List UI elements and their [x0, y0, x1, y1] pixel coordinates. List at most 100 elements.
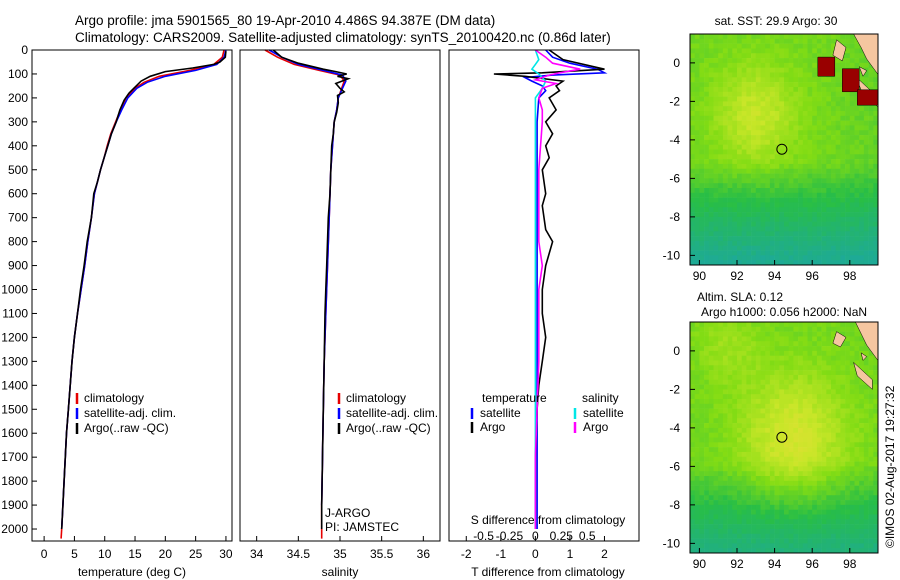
map-cell — [704, 125, 710, 131]
map-cell — [732, 533, 738, 539]
map-cell — [807, 202, 813, 208]
map-cell — [849, 466, 855, 472]
map-cell — [845, 461, 851, 467]
map-cell — [863, 207, 869, 213]
map-cell — [798, 476, 804, 482]
map-cell — [835, 509, 841, 515]
map-cell — [845, 125, 851, 131]
map-cell — [727, 471, 733, 477]
map-cell — [690, 168, 695, 174]
map-cell — [708, 346, 714, 352]
map-cell — [788, 240, 794, 247]
map-cell — [760, 163, 766, 170]
map-cell — [769, 538, 775, 544]
map-cell — [746, 168, 752, 174]
map-cell — [802, 48, 808, 54]
map-cell — [741, 331, 747, 337]
map-cell — [840, 149, 846, 155]
map-cell — [826, 548, 832, 554]
series-line-p-sal-1 — [268, 49, 347, 506]
map-cell — [713, 331, 719, 337]
map-cell — [713, 528, 719, 535]
map-cell — [765, 111, 771, 117]
map-cell — [859, 159, 865, 165]
map-cell — [722, 82, 728, 88]
map-cell — [779, 168, 785, 174]
map-cell — [732, 149, 738, 155]
map-cell — [868, 236, 874, 242]
map-cell — [831, 476, 836, 482]
map-cell — [812, 106, 818, 112]
map-cell — [788, 355, 794, 361]
map-cell — [816, 139, 822, 145]
map-cell — [807, 62, 813, 68]
map-cell — [769, 485, 775, 491]
map-cell — [760, 418, 766, 424]
map-cell — [868, 427, 874, 433]
map-cell — [704, 399, 710, 405]
map-cell — [737, 365, 742, 371]
map-cell — [845, 331, 851, 337]
map-cell — [816, 350, 822, 356]
map-cell — [835, 437, 841, 443]
map-cell — [760, 471, 766, 477]
map-cell — [727, 62, 733, 68]
map-cell — [708, 447, 714, 453]
map-cell — [798, 466, 804, 472]
map-cell — [699, 240, 705, 247]
map-cell — [849, 178, 855, 184]
map-cell — [704, 394, 710, 400]
map-cell — [807, 365, 813, 371]
x-tick-label: 34 — [250, 547, 264, 561]
map-cell — [741, 480, 747, 486]
map-cell — [718, 202, 724, 208]
map-cell — [802, 207, 808, 213]
map-cell — [859, 514, 865, 520]
map-cell — [760, 336, 766, 342]
map-cell — [788, 399, 794, 405]
map-cell — [746, 490, 752, 496]
map-cell — [788, 236, 794, 242]
map-cell — [713, 504, 719, 510]
map-cell — [751, 341, 757, 347]
map-cell — [690, 43, 695, 49]
map-cell — [854, 154, 860, 160]
map-cell — [859, 125, 865, 131]
map-cell — [784, 139, 789, 145]
map-cell — [732, 437, 738, 443]
map-cell — [690, 197, 695, 203]
map-cell — [868, 524, 874, 530]
map-cell — [737, 519, 742, 525]
map-cell — [722, 427, 728, 433]
map-cell — [784, 48, 789, 54]
map-cell — [849, 490, 855, 496]
map-cell — [699, 331, 705, 337]
map-cell — [732, 207, 738, 213]
map-cell — [755, 408, 761, 414]
map-cell — [831, 250, 836, 256]
map-cell — [821, 183, 827, 189]
map-cell — [774, 413, 780, 419]
map-cell — [746, 543, 752, 549]
map-cell — [873, 260, 879, 266]
map-cell — [788, 149, 794, 155]
map-cell — [784, 423, 789, 429]
map-cell — [812, 154, 818, 160]
map-cell — [732, 374, 738, 381]
map-cell — [746, 418, 752, 424]
map-cell — [774, 350, 780, 356]
map-cell — [694, 447, 700, 453]
map-cell — [769, 48, 775, 54]
map-cell — [718, 163, 724, 170]
map-cell — [708, 524, 714, 530]
map-cell — [732, 476, 738, 482]
map-cell — [859, 168, 865, 174]
map-cell — [774, 173, 780, 179]
map-cell — [835, 197, 841, 203]
map-cell — [774, 504, 780, 510]
map-cell — [760, 159, 766, 165]
map-cell — [835, 106, 841, 112]
map-cell — [812, 53, 818, 59]
map-cell — [765, 519, 771, 525]
map-cell — [840, 111, 846, 117]
